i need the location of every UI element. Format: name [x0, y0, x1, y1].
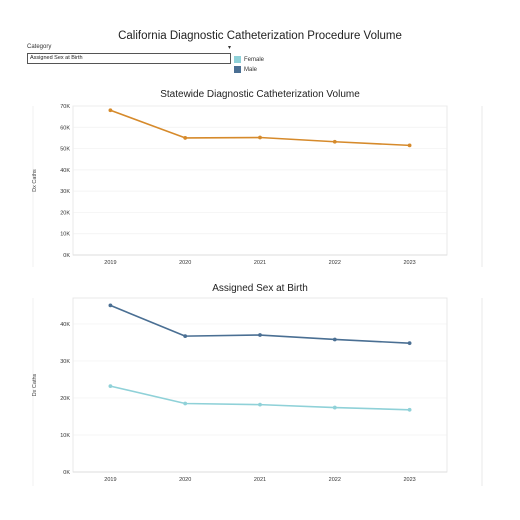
- y-tick-label: 30K: [60, 359, 70, 365]
- x-tick-label: 2021: [254, 477, 266, 483]
- chart-title: Assigned Sex at Birth: [212, 283, 308, 294]
- filter-menu-chevron-icon[interactable]: ▾: [227, 45, 231, 51]
- chart-title: Statewide Diagnostic Catheterization Vol…: [160, 89, 360, 100]
- legend-swatch-female: [234, 56, 241, 63]
- y-axis-title: Dx Caths: [32, 169, 38, 192]
- y-tick-label: 20K: [60, 210, 70, 216]
- x-tick-label: 2020: [179, 260, 191, 266]
- data-point-total: [332, 139, 337, 144]
- page-title: California Diagnostic Catheterization Pr…: [118, 30, 402, 42]
- y-tick-label: 30K: [60, 189, 70, 195]
- data-point-male: [183, 334, 188, 339]
- data-point-female: [108, 384, 113, 389]
- data-point-male: [258, 333, 262, 337]
- category-select[interactable]: Assigned Sex at Birth: [27, 53, 231, 64]
- category-filter-label: Category: [27, 44, 52, 50]
- y-tick-label: 10K: [60, 433, 70, 439]
- data-point-male: [332, 337, 337, 342]
- category-select-value: Assigned Sex at Birth: [30, 55, 83, 61]
- plot-frame: [72, 105, 448, 256]
- x-tick-label: 2022: [329, 477, 341, 483]
- data-point-female: [258, 402, 262, 407]
- legend-label-male: Male: [244, 66, 258, 73]
- x-tick-label: 2019: [104, 477, 116, 483]
- data-point-total: [407, 143, 412, 148]
- data-point-total: [183, 136, 188, 140]
- y-tick-label: 50K: [60, 147, 70, 153]
- x-tick-label: 2020: [179, 477, 191, 483]
- x-tick-label: 2023: [403, 477, 415, 483]
- legend-label-female: Female: [244, 56, 265, 63]
- data-point-male: [108, 303, 113, 308]
- legend-swatch-male: [234, 66, 241, 73]
- x-tick-label: 2022: [329, 260, 341, 266]
- y-tick-label: 70K: [60, 104, 70, 110]
- data-point-male: [407, 341, 412, 346]
- x-tick-label: 2021: [254, 260, 266, 266]
- sex-legend: Female Male: [234, 55, 264, 75]
- y-tick-label: 20K: [60, 396, 70, 402]
- data-point-total: [108, 108, 113, 113]
- data-point-female: [183, 401, 188, 406]
- legend-item-male[interactable]: Male: [234, 65, 264, 74]
- y-tick-label: 40K: [60, 322, 70, 328]
- legend-item-female[interactable]: Female: [234, 55, 264, 64]
- x-tick-label: 2023: [403, 260, 415, 266]
- series-line-male: [110, 304, 410, 344]
- x-tick-label: 2019: [104, 260, 116, 266]
- sex-at-birth-chart: Assigned Sex at Birth 0K 10K 20K 30K 40K 2019 2…: [32, 283, 483, 486]
- y-tick-label: 0K: [63, 253, 70, 259]
- y-axis-title: Dx Caths: [32, 373, 38, 396]
- data-point-female: [332, 405, 337, 410]
- category-filter-header: Category ▾: [27, 44, 231, 51]
- category-filter: Category ▾ Assigned Sex at Birth: [27, 44, 231, 64]
- statewide-volume-chart: Statewide Diagnostic Catheterization Vol…: [32, 89, 483, 267]
- data-point-total: [258, 135, 262, 140]
- series-line-total: [110, 109, 410, 147]
- y-tick-label: 10K: [60, 232, 70, 238]
- y-tick-label: 0K: [63, 470, 70, 476]
- y-tick-label: 40K: [60, 168, 70, 174]
- data-point-female: [407, 407, 412, 412]
- y-tick-label: 60K: [60, 125, 70, 131]
